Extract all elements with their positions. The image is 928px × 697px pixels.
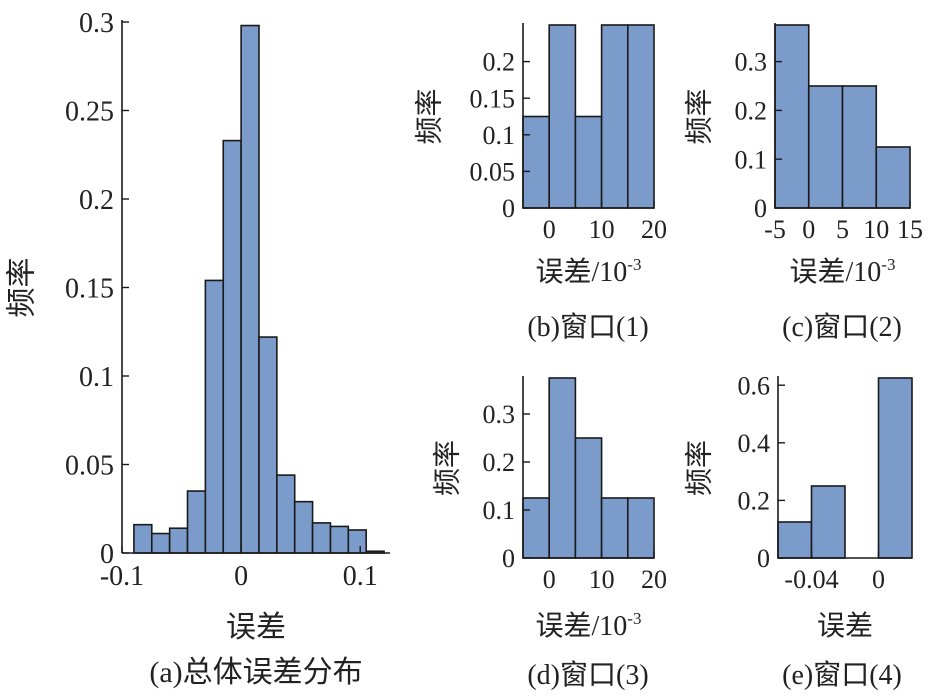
y-axis-label: 频率 [432,440,464,496]
bar [841,85,878,209]
y-tick-label: 0.1 [735,145,768,174]
y-tick-label: 0.6 [738,371,771,400]
bar [133,523,153,554]
y-tick-label: 0.3 [735,48,768,77]
x-tick-label: 20 [641,215,667,244]
x-tick-label: 20 [641,565,667,594]
y-tick-label: 0.4 [738,429,771,458]
bar [522,115,551,209]
x-tick-label: -0.1 [100,561,144,592]
y-tick-label: 0.2 [735,97,768,126]
x-tick-label: 0 [543,565,556,594]
panel-caption: (c)窗口(2) [782,311,902,343]
y-tick-label: 0.15 [470,84,516,113]
bar [240,24,260,554]
y-axis-label: 频率 [6,258,39,318]
y-axis-label: 频率 [684,88,716,144]
bar [600,497,629,559]
y-tick-label: 0.05 [65,450,114,481]
bar [150,532,171,554]
bar [186,490,207,554]
x-tick-label: 0 [543,215,556,244]
x-axis-label: 误差/10-3 [536,609,642,642]
y-axis-label: 频率 [684,440,716,496]
bar [574,115,603,209]
x-tick-label: 10 [589,565,615,594]
bar [777,521,813,559]
y-tick-label: 0.25 [65,96,114,127]
panel-caption: (a)总体误差分布 [149,656,362,689]
x-axis-label-exponent: -3 [881,255,895,274]
bar [522,497,551,559]
x-axis-label: 误差 [226,611,286,644]
bar [626,497,655,559]
y-tick-label: 0.2 [483,448,516,477]
bar [258,336,278,554]
y-tick-label: 0 [502,194,515,223]
bar [875,146,911,209]
bar [222,139,242,554]
bar [548,24,577,209]
chart-a: 00.050.10.150.20.250.3-0.1 0 0.1频率误差(a)总体误… [6,8,390,689]
y-tick-label: 0.3 [483,400,516,429]
y-tick-label: 0.2 [738,487,771,516]
bar [347,529,367,554]
y-tick-label: 0 [757,544,770,573]
y-tick-label: 0.15 [65,273,114,304]
bar [204,279,225,554]
x-tick-label: 0 [234,561,248,592]
bar [574,437,603,559]
x-tick-label: -5 [764,215,786,244]
x-axis-label-exponent: -3 [627,609,641,628]
y-tick-label: 0.2 [483,48,516,77]
y-tick-label: 0 [100,539,114,570]
y-tick-label: 0.3 [79,8,114,39]
panel-caption: (d)窗口(3) [527,659,648,691]
x-tick-label: 10 [863,215,889,244]
y-tick-label: 0 [754,194,767,223]
bar [311,522,332,554]
x-axis-label-exponent: -3 [627,255,641,274]
x-axis-label: 误差 [817,610,873,642]
y-tick-label: 0.1 [79,362,114,393]
x-tick-label: 5 [836,215,849,244]
bar [168,527,189,554]
x-tick-label: -0.04 [784,565,838,594]
bar [626,24,655,209]
y-tick-label: 0.1 [483,496,516,525]
bar [774,24,810,209]
bar [276,474,296,554]
panel-caption: (e)窗口(4) [782,659,902,691]
bar [877,377,913,559]
bar [329,525,350,554]
x-tick-label: 10 [589,215,615,244]
bar [807,85,844,209]
y-tick-label: 0 [502,544,515,573]
panel-caption: (b)窗口(1) [527,311,648,343]
bar [600,24,629,209]
y-tick-label: 0.2 [79,185,114,216]
y-tick-label: 0.05 [470,158,516,187]
x-tick-label: 0 [802,215,815,244]
bar [293,500,314,554]
x-tick-label: 0.1 [343,561,378,592]
x-axis-label: 误差/10-3 [790,255,896,288]
y-tick-label: 0.1 [483,121,516,150]
x-tick-label: 0 [872,565,885,594]
bar [548,377,577,559]
bar [810,485,846,559]
y-axis-label: 频率 [414,88,446,144]
x-tick-label: 15 [897,215,923,244]
x-axis-label: 误差/10-3 [536,255,642,288]
